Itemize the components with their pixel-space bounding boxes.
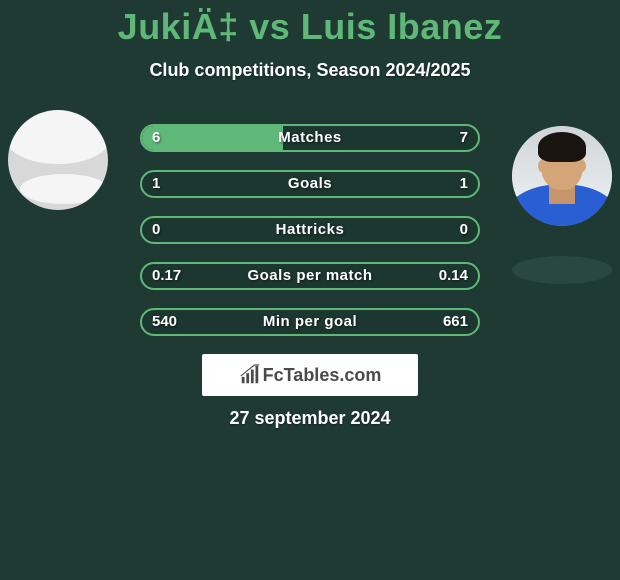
stat-label: Min per goal bbox=[142, 310, 478, 334]
stat-value-right: 7 bbox=[460, 126, 468, 150]
stat-label: Hattricks bbox=[142, 218, 478, 242]
stat-value-right: 0 bbox=[460, 218, 468, 242]
brand-badge: FcTables.com bbox=[202, 354, 418, 396]
stat-row: 0Hattricks0 bbox=[140, 216, 480, 244]
brand-chart-icon bbox=[239, 364, 261, 386]
stat-row: 6Matches7 bbox=[140, 124, 480, 152]
stat-row: 0.17Goals per match0.14 bbox=[140, 262, 480, 290]
date-text: 27 september 2024 bbox=[0, 408, 620, 429]
stat-label: Goals bbox=[142, 172, 478, 196]
brand-text: FcTables.com bbox=[263, 365, 382, 386]
avatar-shadow bbox=[512, 256, 612, 284]
player-right-avatar bbox=[512, 126, 612, 226]
stat-row: 540Min per goal661 bbox=[140, 308, 480, 336]
stats-table: 6Matches7 1Goals1 0Hattricks0 0.17Goals per… bbox=[140, 124, 480, 354]
player-left-avatar bbox=[8, 110, 108, 210]
stat-row: 1Goals1 bbox=[140, 170, 480, 198]
stat-label: Matches bbox=[142, 126, 478, 150]
stat-value-right: 1 bbox=[460, 172, 468, 196]
stat-value-right: 0.14 bbox=[439, 264, 468, 288]
page-title: JukiÄ‡ vs Luis Ibanez bbox=[0, 0, 620, 48]
subtitle: Club competitions, Season 2024/2025 bbox=[0, 60, 620, 81]
stat-value-right: 661 bbox=[443, 310, 468, 334]
stat-label: Goals per match bbox=[142, 264, 478, 288]
